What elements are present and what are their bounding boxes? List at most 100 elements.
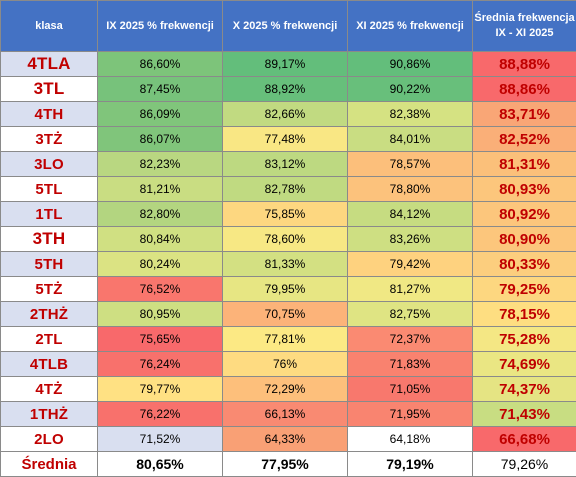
cell-xi: 90,86%	[348, 52, 473, 77]
cell-average: 83,71%	[473, 102, 576, 127]
cell-xi: 72,37%	[348, 327, 473, 352]
cell-average: 75,28%	[473, 327, 576, 352]
header-xi: XI 2025 % frekwencji	[348, 1, 473, 52]
cell-ix: 79,77%	[98, 377, 223, 402]
cell-klasa: 1THŻ	[1, 402, 98, 427]
summary-ix: 80,65%	[98, 452, 223, 477]
cell-klasa: 2TL	[1, 327, 98, 352]
cell-xi: 82,38%	[348, 102, 473, 127]
cell-x: 75,85%	[223, 202, 348, 227]
cell-average: 80,93%	[473, 177, 576, 202]
cell-ix: 86,09%	[98, 102, 223, 127]
cell-xi: 84,12%	[348, 202, 473, 227]
cell-x: 78,60%	[223, 227, 348, 252]
cell-klasa: 4TLA	[1, 52, 98, 77]
cell-ix: 76,22%	[98, 402, 223, 427]
cell-xi: 78,80%	[348, 177, 473, 202]
cell-average: 80,33%	[473, 252, 576, 277]
cell-x: 89,17%	[223, 52, 348, 77]
cell-ix: 82,80%	[98, 202, 223, 227]
cell-x: 77,48%	[223, 127, 348, 152]
cell-ix: 86,07%	[98, 127, 223, 152]
cell-klasa: 5TŻ	[1, 277, 98, 302]
summary-xi: 79,19%	[348, 452, 473, 477]
cell-xi: 71,95%	[348, 402, 473, 427]
cell-xi: 71,83%	[348, 352, 473, 377]
cell-average: 82,52%	[473, 127, 576, 152]
cell-average: 71,43%	[473, 402, 576, 427]
cell-ix: 80,95%	[98, 302, 223, 327]
header-x: X 2025 % frekwencji	[223, 1, 348, 52]
cell-klasa: 3TŻ	[1, 127, 98, 152]
cell-x: 82,66%	[223, 102, 348, 127]
cell-x: 81,33%	[223, 252, 348, 277]
cell-klasa: 5TL	[1, 177, 98, 202]
summary-x: 77,95%	[223, 452, 348, 477]
cell-klasa: 1TL	[1, 202, 98, 227]
header-row: klasa IX 2025 % frekwencji X 2025 % frek…	[1, 1, 576, 52]
cell-x: 88,92%	[223, 77, 348, 102]
cell-ix: 80,24%	[98, 252, 223, 277]
cell-xi: 71,05%	[348, 377, 473, 402]
table-header: klasa IX 2025 % frekwencji X 2025 % frek…	[1, 1, 576, 52]
cell-klasa: 3TH	[1, 227, 98, 252]
cell-xi: 64,18%	[348, 427, 473, 452]
cell-ix: 81,21%	[98, 177, 223, 202]
cell-x: 79,95%	[223, 277, 348, 302]
summary-average: 79,26%	[473, 452, 576, 477]
cell-ix: 76,52%	[98, 277, 223, 302]
cell-xi: 90,22%	[348, 77, 473, 102]
cell-ix: 75,65%	[98, 327, 223, 352]
cell-xi: 78,57%	[348, 152, 473, 177]
cell-average: 66,68%	[473, 427, 576, 452]
cell-klasa: 2LO	[1, 427, 98, 452]
cell-ix: 76,24%	[98, 352, 223, 377]
cell-average: 81,31%	[473, 152, 576, 177]
cell-x: 72,29%	[223, 377, 348, 402]
summary-label: Średnia	[1, 452, 98, 477]
cell-average: 88,88%	[473, 52, 576, 77]
cell-xi: 81,27%	[348, 277, 473, 302]
cell-xi: 84,01%	[348, 127, 473, 152]
cell-xi: 83,26%	[348, 227, 473, 252]
cell-x: 70,75%	[223, 302, 348, 327]
cell-average: 80,92%	[473, 202, 576, 227]
cell-klasa: 5TH	[1, 252, 98, 277]
cell-average: 74,37%	[473, 377, 576, 402]
header-ix: IX 2025 % frekwencji	[98, 1, 223, 52]
cell-average: 80,90%	[473, 227, 576, 252]
header-average: Średnia frekwencja IX - XI 2025	[473, 1, 576, 52]
cell-ix: 82,23%	[98, 152, 223, 177]
cell-average: 79,25%	[473, 277, 576, 302]
cell-ix: 80,84%	[98, 227, 223, 252]
cell-average: 78,15%	[473, 302, 576, 327]
cell-klasa: 3TL	[1, 77, 98, 102]
cell-xi: 82,75%	[348, 302, 473, 327]
cell-x: 77,81%	[223, 327, 348, 352]
cell-x: 64,33%	[223, 427, 348, 452]
cell-x: 66,13%	[223, 402, 348, 427]
cell-ix: 87,45%	[98, 77, 223, 102]
cell-x: 76%	[223, 352, 348, 377]
cell-klasa: 4TH	[1, 102, 98, 127]
header-klasa: klasa	[1, 1, 98, 52]
cell-klasa: 4TŻ	[1, 377, 98, 402]
